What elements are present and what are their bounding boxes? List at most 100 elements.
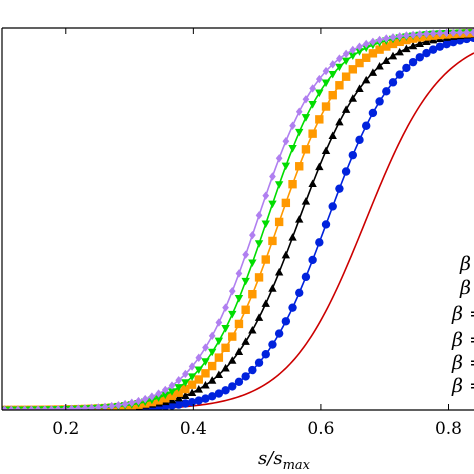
data-point <box>222 303 229 312</box>
data-point <box>148 392 156 401</box>
data-point <box>301 114 311 122</box>
data-point <box>308 101 317 109</box>
data-point <box>7 405 15 410</box>
data-point <box>228 310 237 319</box>
data-point <box>443 28 450 38</box>
data-point <box>248 365 257 375</box>
data-point <box>167 391 177 400</box>
data-point <box>301 197 311 205</box>
data-point <box>428 45 438 54</box>
data-point <box>301 145 311 154</box>
data-point <box>228 382 237 391</box>
data-point <box>395 70 404 79</box>
data-point <box>234 347 244 355</box>
data-point <box>182 369 189 379</box>
data-point <box>168 381 176 390</box>
data-point <box>362 121 371 130</box>
data-point <box>281 198 291 208</box>
data-point <box>442 40 451 49</box>
data-point <box>321 220 331 229</box>
data-point <box>382 42 391 51</box>
data-point <box>329 60 337 69</box>
data-point <box>415 39 424 47</box>
data-point <box>288 303 297 312</box>
data-point <box>436 29 444 38</box>
data-point <box>241 277 250 286</box>
data-point <box>248 290 257 299</box>
data-point <box>228 356 237 364</box>
legend-entry: β <box>459 277 471 299</box>
data-point <box>415 53 424 62</box>
data-point <box>181 384 190 394</box>
data-point <box>207 376 217 384</box>
data-point <box>308 255 317 265</box>
data-point <box>187 380 197 389</box>
data-point <box>187 373 197 381</box>
data-point <box>308 129 317 138</box>
x-tick-label: 0.4 <box>180 419 207 439</box>
data-point <box>281 250 291 259</box>
data-point <box>435 42 445 51</box>
data-point <box>235 269 243 278</box>
data-point <box>328 90 337 100</box>
data-point <box>302 95 310 104</box>
data-point <box>241 337 250 345</box>
data-point <box>215 318 223 327</box>
data-point <box>388 39 398 49</box>
data-point <box>289 121 296 130</box>
data-point <box>368 49 378 58</box>
data-point <box>295 162 304 171</box>
data-point <box>161 391 170 400</box>
data-point <box>328 131 337 140</box>
data-point <box>115 400 122 410</box>
data-point <box>395 47 404 56</box>
data-point <box>328 70 337 79</box>
data-point <box>268 236 277 246</box>
data-point <box>174 388 183 397</box>
data-point <box>348 65 358 74</box>
data-point <box>167 401 177 410</box>
data-point <box>48 405 55 410</box>
data-point <box>322 66 330 76</box>
data-point <box>315 74 323 84</box>
axes-layer: 0.2 0.4 0.6 0.8 s/smax <box>1 27 474 473</box>
data-point <box>54 405 62 410</box>
data-point <box>355 58 364 68</box>
data-point <box>248 325 257 334</box>
data-point <box>214 389 224 398</box>
data-point <box>261 299 270 307</box>
data-point <box>288 233 297 241</box>
data-point <box>368 68 378 76</box>
data-point <box>261 220 270 229</box>
data-point <box>228 286 236 296</box>
data-point <box>242 250 250 259</box>
data-point <box>208 331 216 341</box>
legend-entry: β = <box>451 303 474 325</box>
data-point <box>221 363 230 372</box>
data-point <box>375 97 384 106</box>
data-point <box>88 403 95 410</box>
data-point <box>274 181 284 189</box>
data-point <box>261 350 270 359</box>
data-point <box>228 332 237 341</box>
data-point <box>221 343 230 353</box>
data-point <box>388 78 398 87</box>
data-point <box>161 385 169 395</box>
data-point <box>341 57 351 66</box>
data-point <box>369 37 377 46</box>
data-point <box>295 128 304 137</box>
data-point <box>389 33 397 42</box>
data-point <box>187 388 197 397</box>
data-point <box>274 329 284 338</box>
data-point <box>174 393 183 402</box>
data-point <box>423 29 430 39</box>
x-axis-title: s/smax <box>258 448 311 473</box>
data-point <box>221 325 230 333</box>
data-point <box>422 37 431 45</box>
data-point <box>349 45 357 55</box>
data-point <box>336 54 343 63</box>
data-point <box>282 137 290 146</box>
data-point <box>214 353 224 362</box>
data-point <box>315 162 324 171</box>
